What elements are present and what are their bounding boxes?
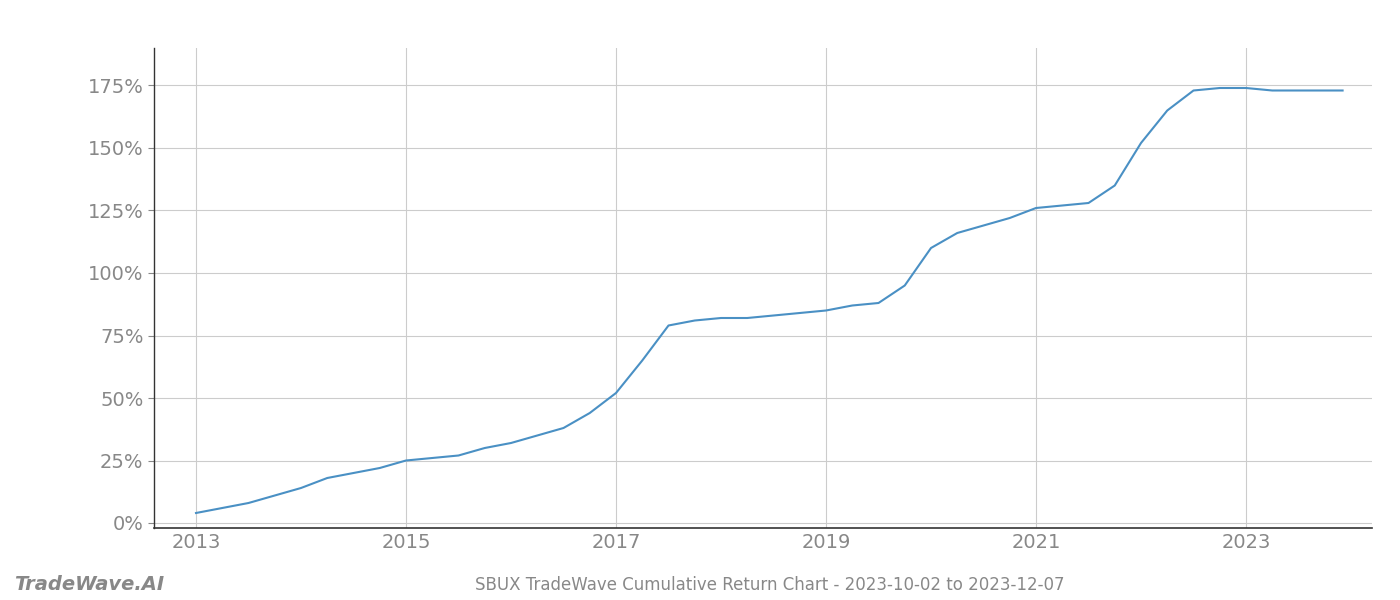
Text: TradeWave.AI: TradeWave.AI — [14, 575, 164, 594]
Text: SBUX TradeWave Cumulative Return Chart - 2023-10-02 to 2023-12-07: SBUX TradeWave Cumulative Return Chart -… — [475, 576, 1065, 594]
